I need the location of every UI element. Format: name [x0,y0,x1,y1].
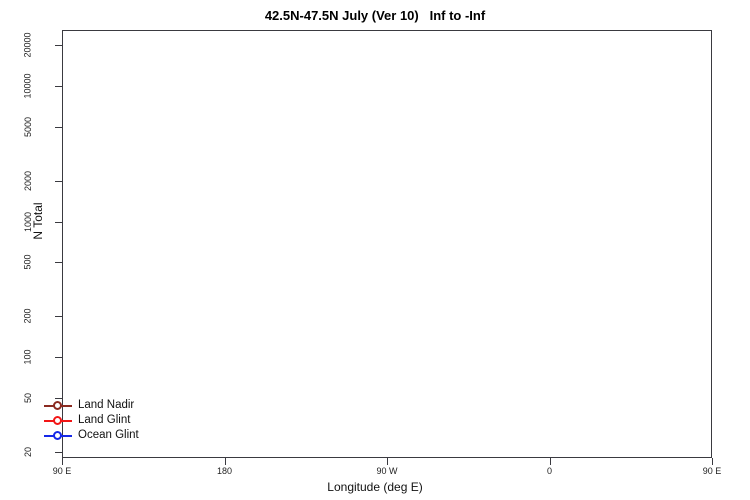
y-tick-label: 500 [23,254,33,270]
chart-title: 42.5N-47.5N July (Ver 10) Inf to -Inf [264,8,486,23]
y-tick [55,397,62,399]
y-tick-label: 5000 [23,116,33,137]
x-tick [224,458,226,465]
legend-label: Ocean Glint [78,429,139,441]
x-tick [62,458,63,465]
y-tick [55,45,62,47]
y-tick-label: 200 [23,308,33,324]
x-tick-label: 180 [216,466,233,476]
x-tick-label: 90 E [52,466,72,476]
x-axis-title: Longitude (deg E) [327,480,423,494]
x-tick [549,458,551,465]
y-tick [55,180,62,182]
plot-frame [62,30,712,458]
legend-label: Land Glint [78,414,131,426]
y-tick-label: 20 [22,446,33,457]
y-tick [55,221,62,223]
x-tick-label: 90 W [376,466,398,476]
y-tick-label: 100 [23,349,33,365]
x-tick [387,458,388,465]
y-tick [55,86,62,88]
y-tick [55,451,62,453]
y-tick [55,126,62,128]
y-tick-label: 2000 [23,170,33,191]
legend-marker-icon [44,431,72,440]
y-tick-label: 20000 [23,32,33,58]
x-tick [712,458,713,465]
y-tick [55,316,62,318]
y-tick-label: 1000 [23,211,33,232]
legend-label: Land Nadir [78,399,135,411]
legend-marker-icon [44,416,72,425]
y-tick-label: 10000 [23,73,33,99]
y-tick [55,357,62,359]
x-tick-label: 0 [546,466,552,476]
legend-marker-icon [44,401,72,410]
y-tick [55,262,62,264]
x-tick-label: 90 E [702,466,722,476]
